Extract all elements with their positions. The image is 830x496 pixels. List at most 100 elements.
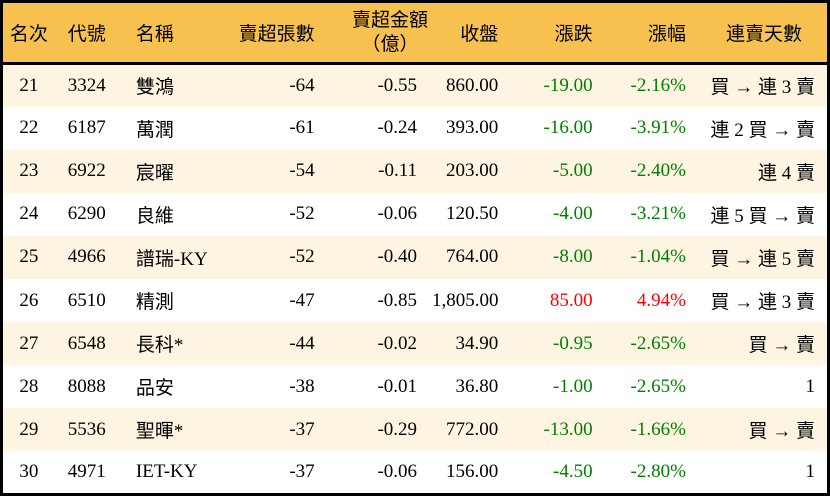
name-cell: 品安: [135, 378, 174, 400]
table-row: 25 4966 譜瑞-KY -52 -0.40 764.00 -8.00 -1.…: [1, 235, 829, 279]
change-pct-cell: -2.65%: [608, 322, 701, 365]
table-row: 23 6922 宸曜 -54 -0.11 203.00 -5.00 -2.40%…: [1, 149, 829, 193]
code-cell: 4966: [67, 246, 106, 268]
header-sell-volume: 賣超張數: [237, 1, 330, 65]
header-close: 收盤: [432, 1, 514, 65]
header-change-pct: 漲幅: [607, 1, 701, 65]
table-row: 27 6548 長科* -44 -0.02 34.90 -0.95 -2.65%…: [1, 322, 829, 366]
streak-cell: 買 → 連 5 賣: [710, 248, 815, 270]
code-cell: 6187: [67, 117, 106, 139]
rank-cell: 25: [19, 246, 39, 268]
streak-cell: 買 → 連 3 賣: [710, 77, 815, 99]
change-cell: -16.00: [513, 107, 607, 150]
sell-amount-cell: -0.06: [377, 203, 418, 225]
change-cell: -5.00: [513, 150, 607, 193]
table-row: 29 5536 聖暉* -37 -0.29 772.00 -13.00 -1.6…: [1, 408, 829, 452]
rank-cell: 24: [19, 203, 39, 225]
header-name: 名稱: [118, 1, 238, 65]
rank-cell: 27: [19, 332, 39, 354]
table-row: 22 6187 萬潤 -61 -0.24 393.00 -16.00 -3.91…: [1, 106, 829, 150]
streak-cell: 買 → 賣: [748, 421, 815, 443]
table-row: 28 8088 品安 -38 -0.01 36.80 -1.00 -2.65% …: [1, 365, 829, 409]
change-pct-value: -2.80%: [630, 461, 686, 483]
header-code: 代號: [54, 1, 119, 65]
sell-amount-cell: -0.06: [377, 461, 418, 483]
close-cell: 34.90: [455, 332, 499, 354]
change-value: -0.95: [553, 332, 593, 354]
code-cell: 3324: [67, 74, 106, 96]
change-value: -4.00: [553, 203, 593, 225]
change-value: -1.00: [553, 375, 593, 397]
sell-volume-cell: -52: [289, 246, 315, 268]
name-cell: 長科*: [135, 335, 184, 357]
change-cell: -0.95: [513, 322, 607, 365]
change-pct-value: -2.65%: [630, 332, 686, 354]
change-pct-value: -3.21%: [630, 203, 686, 225]
streak-cell: 買 → 連 3 賣: [710, 292, 815, 314]
rank-cell: 28: [19, 375, 39, 397]
change-value: 85.00: [549, 289, 593, 311]
code-cell: 5536: [67, 418, 106, 440]
change-pct-value: -2.40%: [630, 160, 686, 182]
streak-cell: 1: [805, 375, 816, 397]
sell-volume-cell: -38: [289, 375, 315, 397]
change-value: -8.00: [553, 246, 593, 268]
close-cell: 772.00: [446, 418, 499, 440]
sell-volume-cell: -37: [289, 418, 315, 440]
sell-amount-cell: -0.24: [377, 117, 418, 139]
name-cell: 譜瑞-KY: [135, 248, 208, 270]
change-pct-value: -2.65%: [630, 375, 686, 397]
table-body: 21 3324 雙鴻 -64 -0.55 860.00 -19.00 -2.16…: [1, 63, 829, 495]
table-row: 21 3324 雙鴻 -64 -0.55 860.00 -19.00 -2.16…: [1, 63, 829, 107]
change-value: -4.50: [553, 461, 593, 483]
streak-cell: 連 5 買 → 賣: [710, 205, 815, 227]
streak-cell: 買 → 賣: [748, 335, 815, 357]
sell-amount-cell: -0.02: [377, 332, 418, 354]
name-cell: 聖暉*: [135, 421, 184, 443]
change-cell: 85.00: [513, 279, 607, 322]
close-cell: 156.00: [446, 461, 499, 483]
code-cell: 4971: [67, 461, 106, 483]
streak-cell: 連 2 買 → 賣: [710, 119, 815, 141]
header-row: 名次 代號 名稱 賣超張數 賣超金額 （億） 收盤 漲跌 漲幅 連賣天數: [1, 1, 829, 65]
sell-amount-cell: -0.29: [377, 418, 418, 440]
name-cell: 良維: [135, 205, 174, 227]
table-header: 名次 代號 名稱 賣超張數 賣超金額 （億） 收盤 漲跌 漲幅 連賣天數: [1, 1, 829, 65]
header-rank: 名次: [1, 1, 55, 65]
sell-volume-cell: -64: [289, 74, 315, 96]
name-cell: 雙鴻: [135, 77, 174, 99]
sell-volume-cell: -44: [289, 332, 315, 354]
change-pct-cell: -3.91%: [608, 107, 701, 150]
close-cell: 120.50: [446, 203, 499, 225]
close-cell: 764.00: [446, 246, 499, 268]
sell-volume-cell: -47: [289, 289, 315, 311]
change-pct-cell: -2.16%: [608, 64, 701, 107]
change-value: -16.00: [543, 117, 593, 139]
change-pct-cell: -1.66%: [608, 408, 701, 451]
header-sell-amount-stack: 賣超金額 （億）: [352, 9, 428, 57]
change-cell: -13.00: [513, 408, 607, 451]
sell-volume-cell: -52: [289, 203, 315, 225]
name-cell: 精測: [135, 292, 174, 314]
code-cell: 6510: [67, 289, 106, 311]
table-row: 30 4971 IET-KY -37 -0.06 156.00 -4.50 -2…: [1, 451, 829, 495]
sell-volume-cell: -61: [289, 117, 315, 139]
change-pct-cell: -1.04%: [608, 236, 701, 279]
change-cell: -1.00: [513, 365, 607, 408]
change-cell: -4.00: [513, 193, 607, 236]
change-pct-cell: 4.94%: [608, 279, 701, 322]
change-value: -19.00: [543, 74, 593, 96]
close-cell: 393.00: [446, 117, 499, 139]
change-pct-cell: -2.80%: [608, 451, 701, 494]
streak-cell: 1: [805, 461, 816, 483]
code-cell: 6290: [67, 203, 106, 225]
close-cell: 1,805.00: [432, 289, 499, 311]
rank-cell: 30: [19, 461, 39, 483]
change-pct-cell: -3.21%: [608, 193, 701, 236]
rank-cell: 22: [19, 117, 39, 139]
sell-amount-cell: -0.01: [377, 375, 418, 397]
change-cell: -4.50: [513, 451, 607, 494]
name-cell: 宸曜: [135, 162, 174, 184]
close-cell: 203.00: [446, 160, 499, 182]
